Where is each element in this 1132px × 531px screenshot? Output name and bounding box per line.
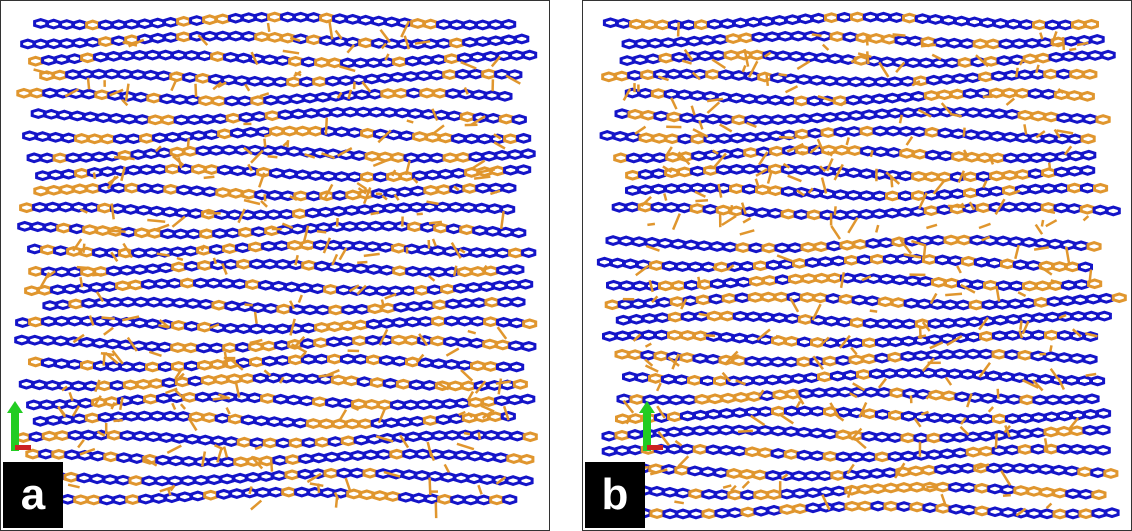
panel-a: a [0,0,550,531]
axis-triad-icon [639,401,663,451]
panel-label-b: b [585,462,645,528]
panel-b: b [582,0,1132,531]
layer-stack [596,11,1127,520]
structure-render-b [596,11,1127,520]
panel-label-a: a [3,462,63,528]
layer-stack [14,11,538,519]
axis-triad-icon [7,401,31,451]
structure-render-a [14,11,538,519]
